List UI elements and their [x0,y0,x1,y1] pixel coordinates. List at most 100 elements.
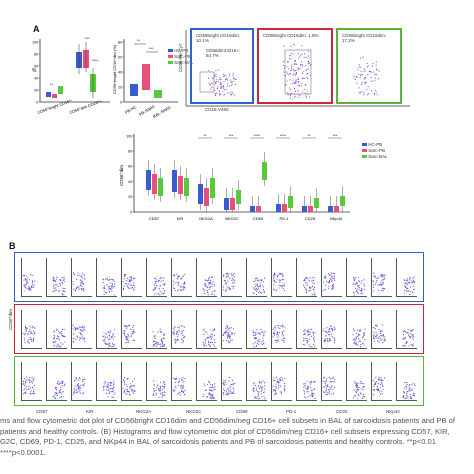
flow-plot-sarc: CD56bright CD16dim: 1.8% [257,28,333,104]
caption-line-1: ms and flow cytometric dot plot of CD56b… [0,416,455,425]
chart-1: 0 20 40 60 80 100 % ** *** **** CD56^bright C… [32,36,110,115]
chart-2-ylabel: CD56^bright CD16^dim (%) [112,44,117,94]
flow-xlabel: CD16-V450 [205,107,229,112]
histogram-plot [21,310,42,349]
ytick-label: 60 [34,64,38,68]
histogram-plot [21,362,42,401]
panel-b-row-red [14,304,424,354]
histogram-plot [46,258,67,297]
chart-3-category-4: CD69 [253,216,264,221]
chart-3-category-3: NKG2C [225,216,239,221]
caption-line-4: ****p<0.0001. [0,447,46,457]
histogram-plot [121,258,142,297]
histogram-plot [96,258,117,297]
legend-3-hc: HC-PB [368,142,383,147]
ytick-label: 40 [118,70,122,74]
box-sarc-1 [52,94,57,98]
chart-3-box [250,206,255,212]
chart-3-category-0: CD57 [149,216,160,221]
histogram-plot [246,258,267,297]
histogram-plot [396,362,417,401]
histogram-plot [46,310,67,349]
caption-line-3: G2C, CD69, PD-1, CD25, and NKp44 in BAL … [0,437,436,447]
ytick-label: 80 [118,40,122,44]
chart-3-yticks: 0 20 40 60 80 100 [126,134,134,214]
histogram-plot [271,258,292,297]
flow-ylabel: CD56-PE-Cy7 [178,43,183,72]
histogram-plot [146,258,167,297]
chart-3-box [230,198,235,210]
chart-3-sig-4: ** [307,133,311,138]
flow-plot-bal-gate-top: CD56bright CD16dim: 17.2% [342,33,387,43]
panel-a-letter: A [33,24,40,34]
chart-3-box [204,188,209,206]
histogram-plot [146,362,167,401]
panel-b-xlabel-5: PD-1 [286,409,297,414]
chart-3-category-5: PD-1 [279,216,289,221]
chart-3-box [146,170,151,190]
flow-plot-hc-gate-top: CD56bright CD16dim: 10.1% [196,33,241,43]
panel-b-row-blue [14,252,424,302]
panel-b-xlabel-2: NKG2A [136,409,152,414]
histogram-plot [346,362,367,401]
histogram-plot [96,310,117,349]
chart-3-box [308,206,313,212]
histogram-plot [296,258,317,297]
chart-3-category-1: KIR [177,216,184,221]
chart-3-box [236,190,241,204]
chart-3-box [314,198,319,208]
chart-3-box [172,170,177,192]
ytick-label: 20 [128,195,132,199]
histogram-plot [346,258,367,297]
histogram-plot [321,258,342,297]
histogram-plot [46,362,67,401]
chart-3-sig-0: ** [203,133,207,138]
ytick-label: 60 [118,55,122,59]
chart-3-category-7: NKp44 [330,216,343,221]
chart-2-cat-1: PB-HC [124,104,137,115]
legend-3-bal: Sarc-BAL [368,154,388,159]
histogram-plot [196,362,217,401]
flow-plot-hc: CD56bright CD16dim: 10.1% CD56dimCD16+: … [190,28,254,104]
chart-3-box [184,178,189,196]
chart-2: 0 20 40 60 80 CD56^bright CD16^dim (%) ** **… [112,38,178,119]
legend-a-bal: Sarc-BAL [174,60,194,65]
chart-3-box [328,206,333,212]
panel-b-row-green [14,356,424,406]
legend-a: HC-PB Sarc-PB Sarc-BAL [168,48,194,66]
ytick-label: 80 [34,52,38,56]
chart-3-boxes [146,152,345,212]
chart-3-box [224,198,229,210]
histogram-plot [121,362,142,401]
panel-b-xlabel-7: NKp44 [386,409,400,414]
histogram-plot [146,310,167,349]
histogram-plot [171,310,192,349]
histogram-plot [71,310,92,349]
chart-2-sig-1: ** [137,38,141,43]
histogram-plot [21,258,42,297]
histogram-plot [271,310,292,349]
chart-3-box [334,206,339,212]
histogram-plot [221,310,242,349]
chart-3-box [210,178,215,198]
legend-chart-3: HC-PB Sarc-PB Sarc-BAL [362,142,388,160]
panel-b-xlabel-0: CD57 [36,409,48,414]
ytick-label: 20 [34,88,38,92]
chart-2-yticks: 0 20 40 60 80 [118,40,124,104]
box-hc-1 [46,92,51,97]
chart-3-box [158,178,163,196]
box-bal-sarc [154,90,162,98]
chart-2-sig-2: *** [149,46,154,51]
figure-caption: ms and flow cytometric dot plot of CD56b… [0,416,474,458]
ytick-label: 40 [128,180,132,184]
chart-1-ylabel: % [32,68,37,74]
ytick-label: 0 [36,100,38,104]
histogram-plot [296,310,317,349]
histogram-plot [196,258,217,297]
chart-3-box [198,184,203,204]
ytick-label: 20 [118,85,122,89]
chart-1-sig-2: *** [85,36,90,41]
histogram-plot [371,310,392,349]
histogram-plot [296,362,317,401]
